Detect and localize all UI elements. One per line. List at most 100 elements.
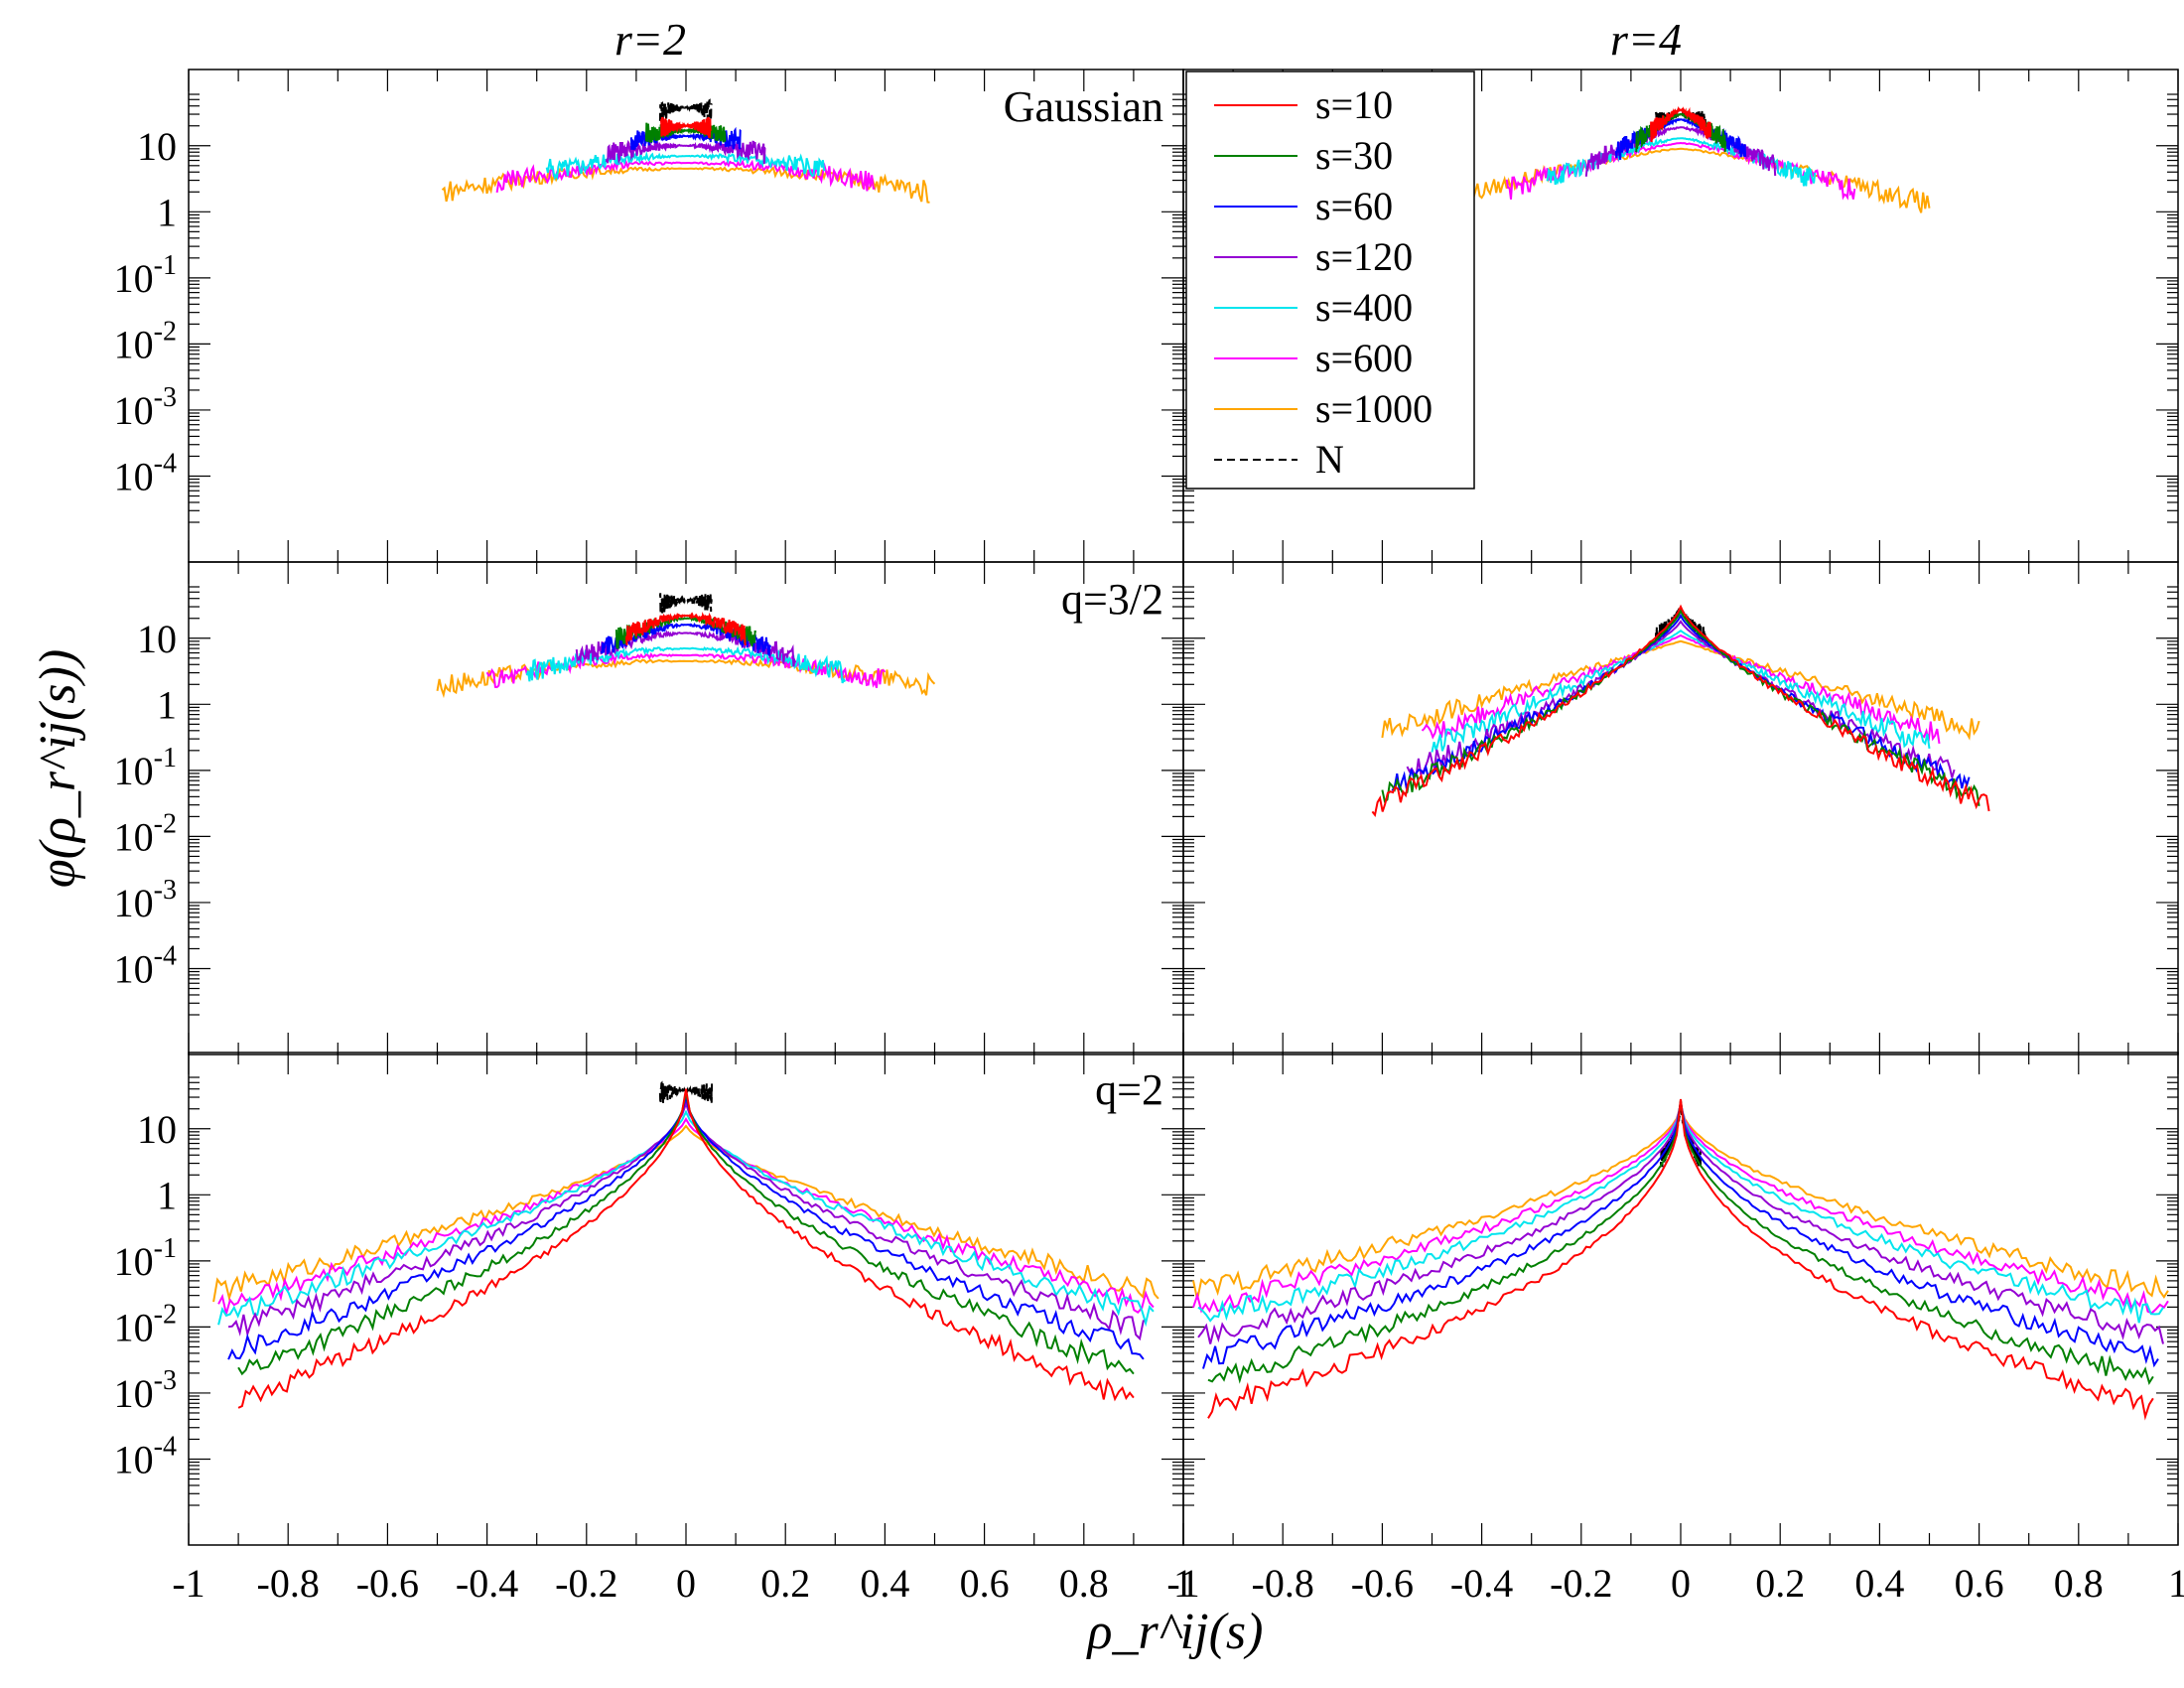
y-tick-label: 10-3 (114, 875, 177, 925)
series-line-n (658, 98, 713, 121)
series-line-s600 (1505, 141, 1856, 201)
x-tick-label: -1 (172, 1561, 205, 1606)
curves (441, 98, 930, 204)
series-line-s30 (237, 1092, 1135, 1376)
x-tick-label: 0.8 (1059, 1561, 1109, 1606)
panel-label: q=3/2 (1061, 575, 1163, 624)
y-tick-label: 10-1 (114, 250, 177, 301)
x-tick-label: 0.6 (1955, 1561, 2004, 1606)
legend-label: s=60 (1315, 184, 1393, 228)
curves (212, 1080, 1160, 1409)
legend-label: s=30 (1315, 133, 1393, 178)
x-tick-label: 0 (1671, 1561, 1691, 1606)
y-tick-label: 10-2 (114, 808, 177, 859)
x-tick-label: -0.4 (1450, 1561, 1513, 1606)
y-tick-label: 1 (157, 1173, 177, 1217)
series-line-n (658, 593, 714, 615)
legend: s=10 s=30 s=60 s=120 s=400 s=600 s=1000 N (1185, 70, 1475, 490)
series-line-s120 (1197, 1102, 2164, 1344)
y-tick-label: 10 (137, 617, 177, 661)
x-tick-label: -0.6 (1351, 1561, 1414, 1606)
series-line-s600 (1421, 633, 1941, 745)
series-line-s10 (1371, 604, 1990, 818)
panel-0-0: 10-4 10-3 10-2 10-1 1 10 Gaussian (114, 69, 1184, 563)
series-line-s400 (1546, 137, 1817, 187)
legend-label: s=120 (1315, 234, 1413, 279)
series-line-s400 (217, 1109, 1155, 1328)
series-line-s1000 (212, 1124, 1160, 1303)
panel-frame (1182, 1052, 2179, 1546)
x-tick-label: -0.2 (1550, 1561, 1612, 1606)
y-tick-label: 10 (137, 1107, 177, 1152)
y-tick-label: 10-4 (114, 1431, 177, 1481)
series-line-s1000 (1192, 1102, 2169, 1300)
x-tick-label: 0.2 (760, 1561, 810, 1606)
legend-box (1185, 70, 1475, 490)
series-line-s60 (1202, 1101, 2159, 1369)
x-tick-label: -0.4 (456, 1561, 518, 1606)
x-axis-label: ρ_r^ij(s) (1086, 1604, 1264, 1660)
series-line-s30 (1207, 1099, 2154, 1386)
x-tick-label: 0.4 (1854, 1561, 1904, 1606)
series-line-s10 (660, 116, 712, 138)
x-tick-label: 0.2 (1755, 1561, 1805, 1606)
y-tick-label: 10-4 (114, 940, 177, 991)
column-titles: r=2 r=4 (614, 14, 1682, 65)
legend-label: s=400 (1315, 285, 1413, 330)
panel-1-0: 10-4 10-3 10-2 10-1 1 10 q=3/2 (114, 561, 1184, 1055)
series-line-s600 (1192, 1100, 2169, 1315)
y-axis-label: φ(ρ_r^ij(s)) (30, 649, 86, 888)
y-tick-label: 10-3 (114, 1365, 177, 1416)
series-line-s60 (227, 1093, 1145, 1360)
panel-frame (188, 561, 1184, 1055)
col-title-r2: r=2 (614, 14, 686, 65)
y-tick-label: 10-2 (114, 1299, 177, 1349)
series-line-s10 (237, 1088, 1135, 1409)
x-tick-label: 0.4 (860, 1561, 909, 1606)
panel-label: Gaussian (1004, 82, 1163, 131)
y-tick-label: 1 (157, 682, 177, 727)
panel-frame (188, 69, 1184, 563)
series-line-s1000 (1431, 147, 1931, 213)
x-tick-label: -0.8 (1252, 1561, 1314, 1606)
x-tick-label: 1 (1173, 1561, 1193, 1606)
series-line-s30 (644, 122, 727, 143)
x-tick-label: -1 (1166, 1561, 1199, 1606)
x-tick-label: -0.2 (555, 1561, 617, 1606)
x-tick-label: 1 (2168, 1561, 2184, 1606)
series-line-s10 (1649, 105, 1712, 143)
series-line-s120 (1584, 125, 1777, 177)
curves (1371, 604, 1990, 818)
series-line-s400 (545, 150, 826, 182)
series-line-s600 (495, 158, 876, 194)
panel-2-1: -1 -0.8 -0.6 -0.4 -0.2 0 0.2 0.4 0.6 0.8 1 (1166, 1052, 2184, 1606)
x-tick-label: 0.8 (2054, 1561, 2104, 1606)
y-tick-label: 10-1 (114, 743, 177, 793)
y-tick-label: 10-2 (114, 316, 177, 366)
panel-1-1 (1182, 561, 2179, 1055)
y-tick-label: 10-4 (114, 448, 177, 498)
series-line-s10 (624, 612, 748, 646)
panels-group: 10-410-310-210-1110Gaussian10-410-310-21… (114, 69, 2184, 1606)
x-tick-label: 0 (676, 1561, 696, 1606)
y-tick-label: 10-3 (114, 382, 177, 433)
series-line-s400 (1431, 629, 1931, 753)
legend-label: s=600 (1315, 336, 1413, 380)
x-tick-label: -0.8 (257, 1561, 320, 1606)
y-tick-label: 10-1 (114, 1233, 177, 1284)
legend-label: s=1000 (1315, 386, 1433, 431)
legend-label: N (1315, 437, 1344, 482)
legend-label: s=10 (1315, 82, 1393, 127)
col-title-r4: r=4 (1610, 14, 1682, 65)
series-line-s10 (1207, 1098, 2154, 1421)
x-tick-label: -0.6 (356, 1561, 419, 1606)
panel-label: q=2 (1095, 1065, 1163, 1114)
series-line-s120 (227, 1100, 1145, 1341)
series-line-s1000 (1381, 639, 1980, 741)
curves (436, 593, 936, 699)
x-tick-label: 0.6 (960, 1561, 1010, 1606)
curves (1431, 105, 1931, 213)
y-tick-label: 10 (137, 124, 177, 169)
